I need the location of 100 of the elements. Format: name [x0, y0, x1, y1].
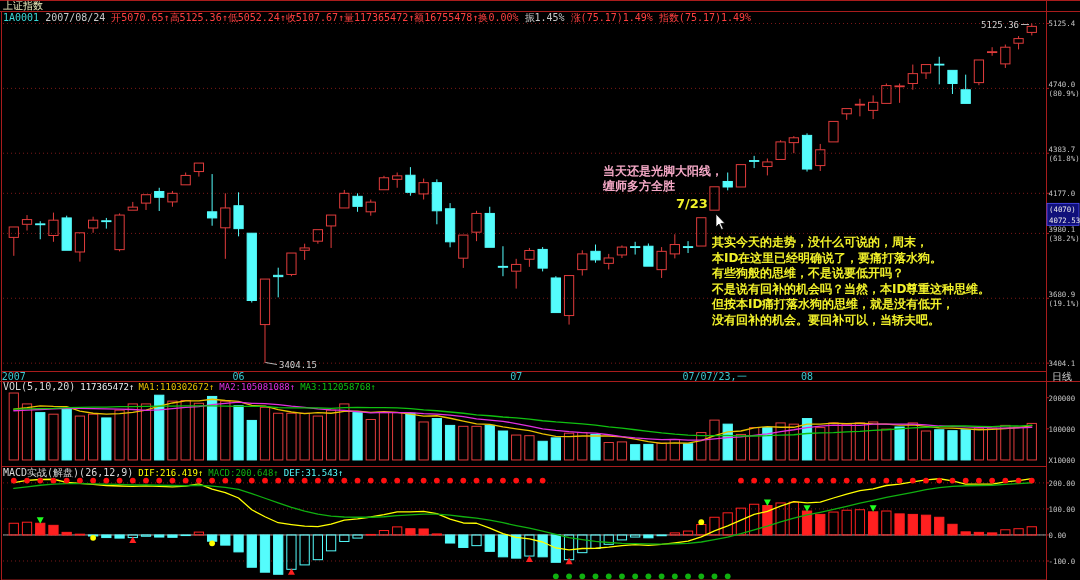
bar — [233, 534, 244, 553]
bar — [74, 415, 86, 461]
point — [711, 573, 718, 580]
bar — [987, 427, 998, 461]
bar — [299, 534, 310, 566]
bar — [140, 403, 152, 461]
bar — [193, 531, 205, 536]
bar — [907, 513, 918, 536]
bar — [114, 409, 125, 461]
text: DEF:31.543↑ — [283, 467, 344, 478]
point — [566, 573, 572, 580]
bar — [444, 424, 456, 461]
bar — [577, 432, 588, 461]
bar — [511, 434, 522, 461]
candlestick — [246, 232, 257, 304]
bar — [286, 534, 297, 570]
bar — [762, 505, 773, 536]
point — [671, 573, 678, 580]
point — [763, 499, 771, 506]
bar — [325, 534, 337, 552]
bar — [259, 534, 271, 573]
candlestick — [431, 178, 442, 225]
candlestick — [563, 275, 575, 326]
bar — [775, 502, 786, 536]
annotation: 没有回补的机会。要回补可以，当轿夫吧。 — [711, 313, 940, 327]
candlestick — [193, 162, 205, 178]
bar — [960, 429, 971, 461]
point — [803, 505, 811, 512]
bar — [590, 534, 601, 549]
bar — [35, 412, 46, 461]
chart-title: MACD实战(解盘)(26,12,9) — [3, 467, 134, 478]
candlestick — [735, 164, 747, 188]
bar — [590, 433, 601, 461]
bar — [920, 514, 932, 536]
bar — [220, 400, 231, 461]
bar — [101, 534, 112, 539]
bar — [273, 534, 284, 575]
series-label: MA1:110302672↑ — [138, 381, 215, 392]
bar — [127, 403, 138, 461]
point — [552, 573, 559, 580]
bar — [259, 406, 271, 461]
candlestick — [801, 132, 813, 173]
bar — [246, 534, 257, 568]
bar — [8, 522, 19, 536]
candlestick — [444, 202, 456, 248]
bar — [841, 509, 852, 536]
candlestick — [868, 94, 879, 120]
bar — [973, 531, 985, 536]
series-label: DIF:216.419↑ — [138, 467, 204, 478]
candlestick — [140, 194, 152, 211]
bar — [471, 425, 482, 461]
bar — [973, 427, 985, 461]
bar — [458, 534, 469, 548]
candlestick — [920, 64, 932, 80]
candlestick — [960, 74, 971, 104]
text: 日线 — [1052, 371, 1072, 382]
bar — [722, 512, 733, 536]
candlestick — [352, 192, 363, 213]
chart-title: VOL(5,10,20) — [3, 381, 76, 392]
candlestick — [21, 214, 33, 231]
annotation: 本ID在这里已经明确说了，要痛打落水狗。 — [711, 250, 943, 265]
bar — [709, 516, 720, 536]
annotation: 缠师多方全胜 — [602, 179, 675, 193]
bar — [193, 402, 205, 461]
bar — [180, 399, 191, 461]
bar — [616, 534, 628, 541]
x-tick-label: 06 — [232, 371, 245, 382]
bar — [881, 510, 892, 536]
bar — [220, 534, 231, 546]
candlestick — [497, 245, 509, 277]
bar — [828, 511, 839, 536]
bar — [431, 418, 442, 461]
annotation: 但按本ID痛打落水狗的思维，就是没有低开， — [711, 297, 955, 312]
bar — [21, 521, 33, 536]
candlestick — [339, 189, 350, 209]
x-tick-label: 2007 — [1, 371, 26, 382]
annotation: 其实今天的走势，没什么可说的，周末， — [711, 235, 928, 249]
candlestick — [894, 82, 905, 104]
series-label: MACD:200.648↑ — [208, 467, 279, 478]
bar — [286, 412, 297, 461]
annotation: 3404.15 — [279, 360, 317, 370]
point — [579, 573, 586, 580]
point — [129, 536, 137, 543]
candlestick — [378, 175, 390, 191]
point — [287, 568, 295, 575]
bar — [630, 534, 641, 538]
bar — [352, 412, 363, 461]
candlestick — [881, 82, 892, 104]
bar — [1013, 528, 1024, 536]
bar — [484, 424, 495, 461]
candlestick — [643, 242, 654, 267]
bar — [154, 394, 165, 461]
bar — [735, 507, 747, 536]
bar — [497, 430, 509, 461]
bar — [987, 532, 998, 536]
point — [605, 573, 612, 580]
bar — [749, 503, 760, 536]
bar — [550, 437, 561, 461]
bar — [801, 510, 813, 536]
bar — [801, 418, 813, 461]
